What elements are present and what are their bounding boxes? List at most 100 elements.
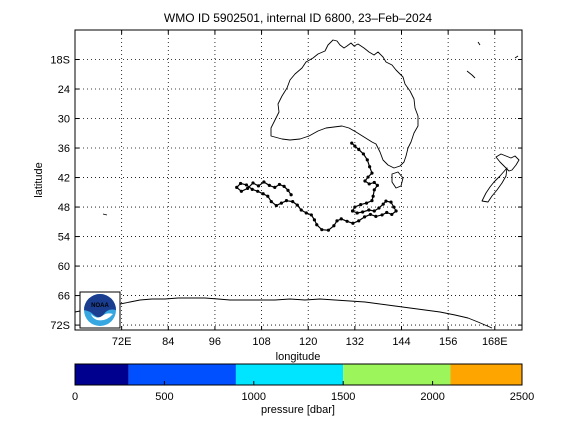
profile-point bbox=[299, 208, 303, 212]
colorbar-band bbox=[235, 364, 344, 385]
profile-point bbox=[390, 212, 394, 217]
x-tick-label: 84 bbox=[162, 336, 174, 348]
profile-point bbox=[286, 188, 290, 192]
y-tick-label: 60 bbox=[58, 261, 70, 273]
colorbar-border bbox=[74, 363, 523, 386]
x-tick-label: 132 bbox=[346, 336, 364, 348]
y-tick-label: 24 bbox=[58, 84, 70, 96]
x-tick-label: 108 bbox=[252, 336, 270, 348]
profile-point bbox=[262, 180, 266, 184]
profile-point bbox=[351, 221, 355, 225]
profile-point bbox=[357, 219, 361, 223]
colorbar-band bbox=[75, 364, 129, 385]
profile-point bbox=[350, 141, 354, 145]
x-axis-ticks: 72E 84 96 108 120 132 144 156 168E bbox=[112, 30, 508, 348]
y-tick-label: 30 bbox=[58, 114, 70, 126]
profile-point bbox=[353, 205, 357, 209]
profile-point bbox=[267, 183, 271, 188]
profile-point bbox=[355, 211, 359, 215]
profile-point bbox=[339, 217, 343, 221]
profile-point bbox=[385, 210, 389, 215]
profile-point bbox=[304, 211, 308, 215]
colorbar: 0 500 1000 1500 2000 2500 pressure [dbar] bbox=[72, 363, 534, 416]
profile-point bbox=[367, 208, 371, 212]
profile-point bbox=[381, 202, 385, 206]
profile-point bbox=[345, 219, 349, 223]
profile-point bbox=[350, 209, 355, 213]
profile-point bbox=[320, 228, 324, 232]
y-tick-label: 18S bbox=[50, 55, 70, 67]
profile-point bbox=[244, 183, 249, 187]
profile-point bbox=[284, 199, 289, 203]
profile-point bbox=[273, 185, 277, 189]
profile-point bbox=[289, 193, 293, 197]
profile-point bbox=[291, 200, 295, 204]
profile-point bbox=[377, 206, 381, 210]
profile-point bbox=[269, 200, 273, 204]
map-title: WMO ID 5902501, internal ID 6800, 23–Feb… bbox=[164, 11, 432, 25]
coastline-new-zealand-north bbox=[495, 153, 520, 172]
profile-point bbox=[364, 201, 369, 205]
colorbar-bands bbox=[75, 364, 522, 385]
x-tick-label: 144 bbox=[392, 336, 410, 348]
profile-point bbox=[366, 175, 370, 179]
profile-point bbox=[245, 186, 250, 190]
profile-point bbox=[367, 182, 371, 186]
profile-point bbox=[372, 180, 376, 185]
profile-point bbox=[392, 205, 396, 209]
profile-point bbox=[277, 182, 282, 187]
coastline-new-zealand-south bbox=[481, 167, 508, 203]
colorbar-tick-label: 500 bbox=[155, 391, 173, 403]
profile-point bbox=[238, 181, 243, 186]
profile-point bbox=[239, 189, 243, 193]
profile-point bbox=[384, 199, 388, 203]
profile-point bbox=[361, 210, 365, 214]
profile-point bbox=[372, 188, 376, 192]
y-axis-label: latitude bbox=[33, 162, 45, 197]
map-axes: 72E 84 96 108 120 132 144 156 168E 18S 24 30 36 42 48… bbox=[33, 29, 523, 363]
profile-point bbox=[368, 212, 373, 217]
colorbar-tick-label: 2500 bbox=[510, 391, 534, 403]
colorbar-band bbox=[343, 364, 451, 385]
profile-point bbox=[256, 189, 260, 193]
profile-point bbox=[251, 181, 255, 185]
profile-point bbox=[368, 165, 372, 169]
map-grid bbox=[75, 30, 522, 330]
y-tick-label: 48 bbox=[58, 202, 70, 214]
profile-point bbox=[266, 194, 270, 198]
colorbar-ticks: 0 500 1000 1500 2000 2500 bbox=[72, 381, 534, 403]
y-tick-label: 36 bbox=[58, 143, 70, 155]
profile-point bbox=[371, 194, 375, 198]
colorbar-tick-label: 1000 bbox=[242, 391, 266, 403]
y-tick-label: 42 bbox=[58, 173, 70, 185]
profile-point bbox=[315, 223, 319, 227]
y-tick-label: 72S bbox=[50, 320, 70, 332]
profile-point bbox=[374, 214, 378, 218]
profile-point bbox=[279, 201, 283, 205]
profile-point bbox=[372, 209, 376, 213]
map-border bbox=[74, 29, 523, 331]
colorbar-band bbox=[450, 364, 522, 385]
colorbar-band bbox=[128, 364, 236, 385]
profile-point bbox=[380, 213, 384, 217]
logo-disc-top bbox=[84, 294, 116, 318]
x-tick-label: 120 bbox=[299, 336, 317, 348]
colorbar-label: pressure [dbar] bbox=[261, 404, 335, 416]
profile-point bbox=[357, 147, 361, 152]
profile-point bbox=[335, 219, 339, 223]
profile-point bbox=[309, 213, 313, 217]
x-tick-label: 168E bbox=[482, 336, 508, 348]
colorbar-tick-label: 2000 bbox=[420, 391, 444, 403]
profile-point bbox=[353, 144, 357, 148]
profile-point bbox=[361, 152, 366, 156]
profile-point bbox=[363, 179, 367, 183]
profile-point bbox=[274, 203, 278, 208]
profile-point bbox=[250, 187, 254, 191]
x-tick-label: 72E bbox=[112, 336, 132, 348]
x-tick-label: 96 bbox=[209, 336, 221, 348]
profile-point bbox=[359, 202, 363, 207]
profile-point bbox=[370, 199, 374, 203]
coastline-tasmania bbox=[391, 171, 404, 189]
coastline-antarctica bbox=[74, 297, 493, 329]
colorbar-tick-label: 1500 bbox=[331, 391, 355, 403]
